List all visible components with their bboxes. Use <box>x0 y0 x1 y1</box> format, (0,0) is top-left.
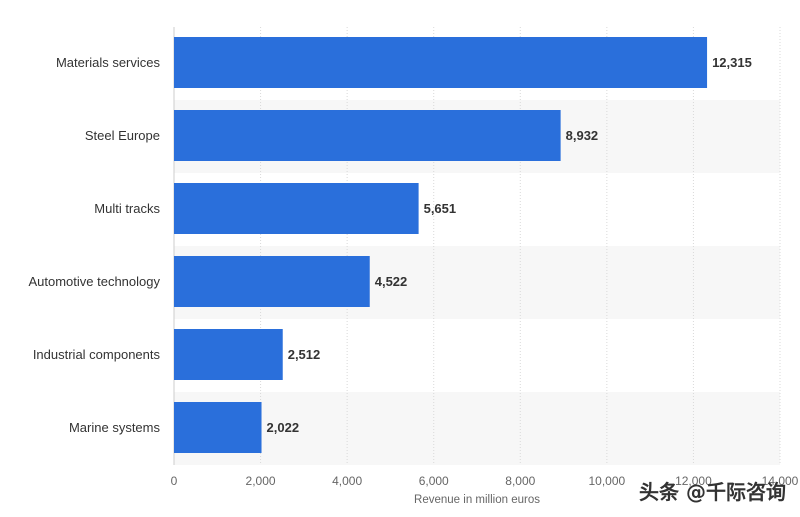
category-label: Steel Europe <box>85 128 160 143</box>
category-label: Materials services <box>56 55 161 70</box>
bar <box>174 329 283 380</box>
data-label: 4,522 <box>375 274 408 289</box>
data-label: 2,512 <box>288 347 321 362</box>
x-tick-label: 14,000 <box>762 474 799 488</box>
data-label: 2,022 <box>267 420 300 435</box>
bar <box>174 37 708 88</box>
x-tick-label: 0 <box>171 474 178 488</box>
category-label: Marine systems <box>69 420 161 435</box>
data-label: 12,315 <box>712 55 752 70</box>
category-labels: Materials services Steel Europe Multi trac… <box>28 55 160 435</box>
grid-lines <box>173 27 781 465</box>
watermark-text: 头条 @千际咨询 <box>639 480 786 504</box>
x-axis-title: Revenue in million euros <box>414 494 540 506</box>
x-tick-label: 2,000 <box>246 474 276 488</box>
x-tick-label: 4,000 <box>332 474 362 488</box>
bar <box>174 110 561 161</box>
data-label: 5,651 <box>424 201 457 216</box>
category-label: Industrial components <box>33 347 161 362</box>
row-band <box>174 392 780 465</box>
category-label: Automotive technology <box>28 274 160 289</box>
x-tick-label: 6,000 <box>419 474 449 488</box>
bar <box>174 256 370 307</box>
x-tick-label: 10,000 <box>589 474 626 488</box>
bar <box>174 183 419 234</box>
bar <box>174 402 262 453</box>
x-tick-label: 8,000 <box>505 474 535 488</box>
data-label: 8,932 <box>566 128 599 143</box>
x-tick-labels: 0 2,000 4,000 6,000 8,000 10,000 12,000 14,000 <box>171 474 799 488</box>
bars <box>174 37 708 453</box>
data-labels: 12,315 8,932 5,651 4,522 2,512 2,022 <box>267 55 752 435</box>
category-label: Multi tracks <box>94 201 160 216</box>
x-tick-label: 12,000 <box>675 474 712 488</box>
